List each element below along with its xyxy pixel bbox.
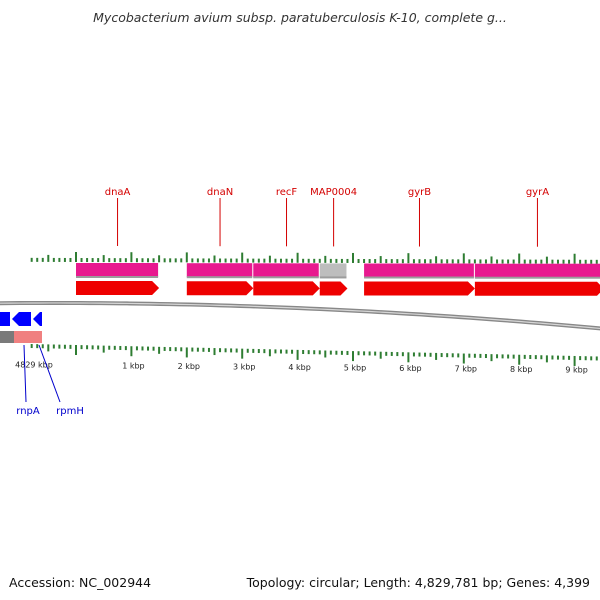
gene-bar — [474, 263, 600, 278]
accession-info: Accession: NC_002944 — [9, 575, 152, 590]
forward-cds-track — [76, 281, 600, 296]
label-leader — [23, 344, 27, 403]
reverse-gene-bar — [14, 331, 42, 343]
gene-label-gyrA: gyrA — [526, 187, 549, 198]
tick-label: 2 kbp — [178, 362, 200, 371]
gene-bar-shadow — [474, 276, 600, 279]
gene-bar-shadow — [76, 276, 159, 278]
genome-backbone-highlight — [0, 302, 600, 330]
genome-backbone — [0, 300, 600, 331]
cds-arrow — [319, 281, 348, 296]
gene-bar-shadow — [319, 276, 347, 279]
gene-label-recF: recF — [276, 187, 298, 198]
tick-label: 4829 kbp — [15, 361, 53, 370]
tick-marks-bottom — [30, 344, 598, 366]
gene-label-rnpA: rnpA — [16, 406, 40, 417]
label-leader — [38, 344, 61, 403]
gene-bar — [76, 263, 159, 277]
tick-label: 5 kbp — [344, 364, 366, 373]
page-title: Mycobacterium avium subsp. paratuberculo… — [93, 10, 507, 25]
tick-label: 9 kbp — [565, 366, 587, 375]
gene-bar — [319, 263, 347, 278]
genome-stats: Topology: circular; Length: 4,829,781 bp… — [246, 575, 590, 590]
gene-bar — [364, 263, 474, 278]
tick-label: 1 kbp — [122, 362, 144, 371]
reverse-gene-bar — [0, 331, 14, 343]
forward-gene-track — [76, 263, 600, 279]
gene-bar — [186, 263, 253, 278]
reverse-cds-arrow — [33, 312, 42, 326]
cds-arrow — [364, 281, 475, 296]
gene-bar-shadow — [186, 276, 253, 279]
gene-bar-shadow — [253, 276, 319, 279]
gene-label-gyrB: gyrB — [408, 187, 431, 198]
tick-marks-top — [30, 252, 598, 264]
gene-bar — [253, 263, 319, 278]
cds-arrow — [474, 281, 600, 296]
gene-label-MAP0004: MAP0004 — [310, 187, 357, 198]
gene-label-group: dnaA dnaN recF MAP0004 gyrB gyrA rnpA rpmH — [16, 187, 549, 417]
reverse-cds-arrow — [0, 312, 10, 326]
tick-label-group: 4829 kbp 1 kbp 2 kbp 3 kbp 4 kbp 5 kbp 6 kbp 7 … — [15, 361, 588, 375]
gene-label-rpmH: rpmH — [56, 406, 84, 417]
tick-label: 3 kbp — [233, 363, 255, 372]
tick-label: 7 kbp — [455, 365, 477, 374]
gene-label-dnaA: dnaA — [105, 187, 131, 198]
tick-label: 4 kbp — [288, 363, 310, 372]
reverse-cds-arrow — [12, 312, 31, 326]
gene-bar-shadow — [364, 276, 474, 279]
reverse-feature-track — [0, 312, 42, 343]
tick-label: 6 kbp — [399, 364, 421, 373]
cds-arrow — [76, 281, 160, 295]
tick-label: 8 kbp — [510, 365, 532, 374]
gene-label-dnaN: dnaN — [207, 187, 233, 198]
cds-arrow — [186, 281, 254, 296]
cds-arrow — [253, 281, 320, 296]
